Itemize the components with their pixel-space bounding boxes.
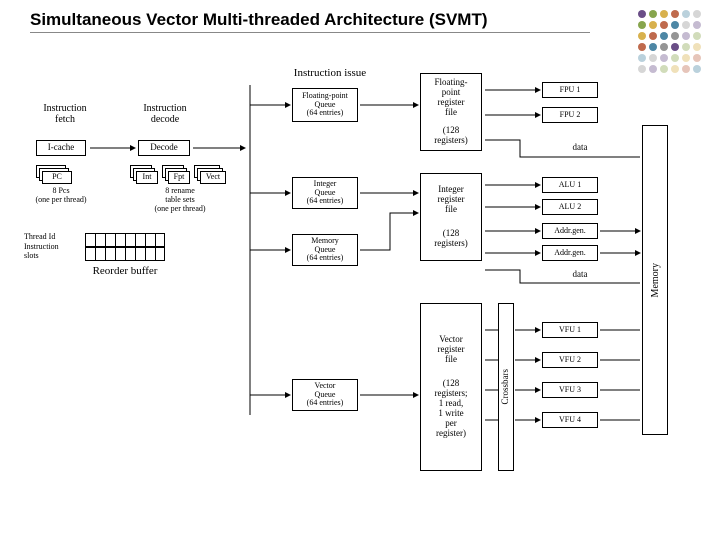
addrgen2-box: Addr.gen. — [542, 245, 598, 261]
thread-id-cells — [85, 233, 165, 247]
vfu2-box: VFU 2 — [542, 352, 598, 368]
vfu3-box: VFU 3 — [542, 382, 598, 398]
decorative-dots-grid — [638, 10, 702, 74]
data-label-1: data — [560, 143, 600, 153]
instruction-decode-label: Instruction decode — [130, 103, 200, 125]
mem-queue-box: Memory Queue (64 entries) — [292, 234, 358, 266]
title-underline — [30, 32, 590, 33]
vec-regfile-box: Vector register file (128 registers; 1 r… — [420, 303, 482, 471]
pcs-label: 8 Pcs (one per thread) — [26, 187, 96, 205]
architecture-diagram: Instruction issue Instruction fetch Inst… — [30, 85, 690, 525]
vec-queue-box: Vector Queue (64 entries) — [292, 379, 358, 411]
memory-box: Memory — [642, 125, 668, 435]
pc-stack: PC — [36, 165, 76, 185]
fp-queue-box: Floating-point Queue (64 entries) — [292, 88, 358, 122]
alu2-box: ALU 2 — [542, 199, 598, 215]
rename-label: 8 rename table sets (one per thread) — [135, 187, 225, 213]
vfu1-box: VFU 1 — [542, 322, 598, 338]
int-queue-box: Integer Queue (64 entries) — [292, 177, 358, 209]
crossbars-box: Crossbars — [498, 303, 514, 471]
instruction-slots-label: Instruction slots — [24, 243, 84, 261]
fp-regfile-box: Floating- point register file (128 regis… — [420, 73, 482, 151]
fpu2-box: FPU 2 — [542, 107, 598, 123]
addrgen1-box: Addr.gen. — [542, 223, 598, 239]
decode-box: Decode — [138, 140, 190, 156]
fpu1-box: FPU 1 — [542, 82, 598, 98]
instruction-fetch-label: Instruction fetch — [30, 103, 100, 125]
thread-id-label: Thread Id — [24, 233, 84, 242]
page-title: Simultaneous Vector Multi-threaded Archi… — [30, 10, 488, 30]
int-regfile-box: Integer register file (128 registers) — [420, 173, 482, 261]
instruction-slot-cells — [85, 247, 165, 261]
alu1-box: ALU 1 — [542, 177, 598, 193]
reorder-buffer-label: Reorder buffer — [70, 265, 180, 277]
data-label-2: data — [560, 270, 600, 280]
vfu4-box: VFU 4 — [542, 412, 598, 428]
instruction-issue-label: Instruction issue — [270, 67, 390, 79]
icache-box: I-cache — [36, 140, 86, 156]
